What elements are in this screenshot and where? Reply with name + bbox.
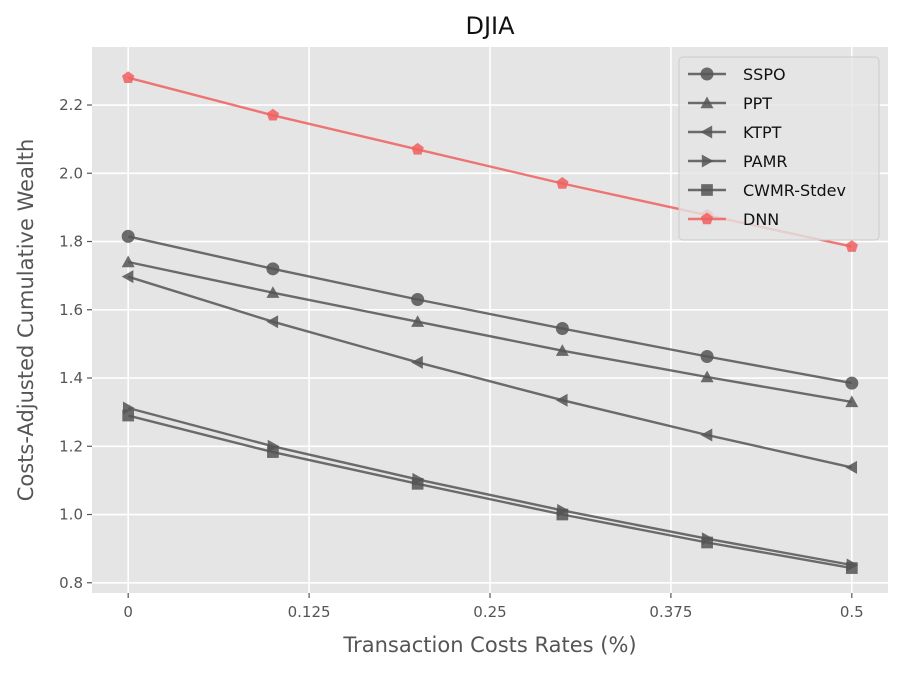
legend-item: KTPT [688, 123, 782, 142]
series-line [127, 260, 853, 404]
legend-label: SSPO [743, 65, 786, 84]
data-point [845, 240, 859, 252]
series-line [127, 235, 853, 385]
series-cwmr-stdev [122, 409, 858, 574]
data-series [121, 71, 859, 574]
data-point [122, 409, 135, 422]
legend-marker [700, 96, 714, 109]
legend-item: DNN [688, 210, 779, 229]
data-point [411, 477, 424, 490]
x-tick-label: 0.375 [649, 603, 692, 621]
legend-marker [701, 154, 714, 168]
legend-label: DNN [743, 210, 779, 229]
legend-label: CWMR-Stdev [743, 181, 846, 200]
legend-label: KTPT [743, 123, 782, 142]
data-point [555, 322, 569, 336]
legend-item: PAMR [688, 152, 788, 171]
axis-ticks: 0.8 1.0 1.2 1.4 1.6 1.8 2.0 2.2 0 0.125 0.25 0.375 0… [59, 96, 864, 621]
series-line [127, 406, 853, 567]
y-tick-label: 1.0 [59, 506, 83, 524]
legend-label: PPT [743, 94, 772, 113]
legend-item: CWMR-Stdev [688, 181, 846, 200]
data-point [700, 370, 714, 383]
data-point [555, 344, 569, 356]
data-point [411, 142, 424, 155]
data-point [121, 229, 135, 243]
x-tick-label: 0 [123, 603, 133, 621]
data-point [266, 108, 280, 121]
series-ppt [121, 255, 859, 408]
series-line [127, 275, 853, 469]
data-point [845, 562, 858, 574]
legend-label: PAMR [743, 152, 788, 171]
legend-marker [700, 125, 713, 139]
data-point [266, 286, 280, 298]
data-point [845, 395, 859, 408]
y-axis-label: Costs-Adjusted Cumulative Wealth [14, 139, 38, 502]
data-point [411, 315, 425, 327]
y-tick-label: 1.8 [59, 233, 83, 251]
data-point [700, 428, 713, 442]
data-point [411, 355, 423, 369]
data-point [556, 177, 569, 189]
chart-title: DJIA [465, 12, 515, 40]
y-tick-label: 1.4 [59, 369, 83, 387]
legend-marker [701, 184, 713, 196]
data-point [266, 262, 280, 276]
data-point [121, 71, 135, 83]
series-ktpt [121, 270, 858, 474]
legend-box [678, 56, 880, 241]
legend-marker [700, 67, 714, 81]
x-axis-label: Transaction Costs Rates (%) [342, 633, 636, 657]
y-tick-label: 2.2 [59, 96, 83, 114]
data-point [121, 270, 134, 284]
data-point [267, 446, 279, 458]
legend: SSPO PPT KTPT PAMR CWMR-Stdev DNN [678, 56, 880, 241]
y-tick-label: 0.8 [59, 574, 83, 592]
data-point [121, 255, 135, 268]
legend-item: SSPO [688, 65, 786, 84]
data-point [701, 536, 713, 549]
x-tick-label: 0.5 [840, 603, 864, 621]
y-tick-label: 1.6 [59, 301, 83, 319]
x-tick-label: 0.125 [288, 603, 331, 621]
data-point [845, 376, 859, 390]
data-point [845, 460, 858, 474]
data-point [266, 315, 279, 329]
x-tick-label: 0.25 [473, 603, 506, 621]
series-sspo [121, 229, 859, 390]
data-point [700, 350, 714, 364]
legend-item: PPT [688, 94, 772, 113]
y-tick-label: 2.0 [59, 164, 83, 182]
data-point [556, 508, 569, 521]
data-point [411, 293, 425, 307]
series-line [127, 414, 853, 570]
legend-marker [700, 212, 714, 225]
data-point [555, 393, 568, 407]
grid-lines [92, 47, 888, 593]
y-tick-label: 1.2 [59, 437, 83, 455]
